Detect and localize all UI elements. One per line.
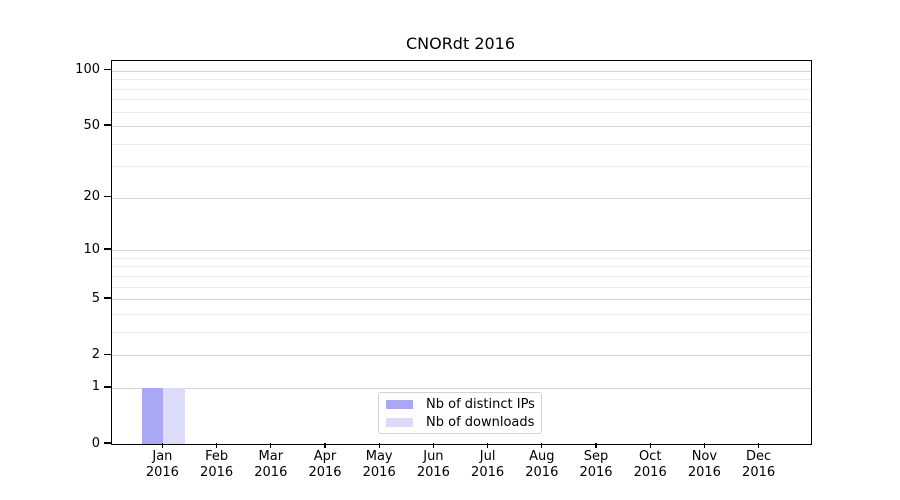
minor-gridline (112, 275, 811, 277)
legend: Nb of distinct IPs Nb of downloads (378, 392, 542, 434)
legend-item-distinct-ips: Nb of distinct IPs (386, 395, 535, 413)
minor-gridline (112, 143, 811, 145)
major-gridline (112, 70, 811, 72)
chart-title: CNORdt 2016 (405, 34, 516, 53)
x-tick-mark (378, 443, 380, 448)
x-tick-mark (649, 443, 651, 448)
x-tick-mark (757, 443, 760, 448)
bar-distinct-ips (141, 387, 164, 444)
major-gridline (112, 197, 811, 199)
y-tick-label: 10 (83, 241, 100, 257)
x-tick-label: Aug 2016 (525, 449, 559, 480)
minor-gridline (112, 88, 811, 90)
major-gridline (112, 250, 811, 252)
minor-gridline (112, 266, 811, 268)
legend-swatch-downloads-icon (386, 417, 413, 427)
legend-label-distinct-ips: Nb of distinct IPs (426, 396, 535, 412)
x-tick-label: Mar 2016 (254, 449, 288, 480)
y-tick-mark (104, 196, 111, 198)
minor-gridline (112, 99, 811, 101)
y-tick-label: 1 (91, 379, 100, 395)
x-tick-label: Jul 2016 (471, 449, 505, 480)
x-tick-mark (486, 443, 489, 448)
minor-gridline (112, 257, 811, 259)
minor-gridline (112, 166, 811, 168)
minor-gridline (112, 286, 811, 288)
x-tick-label: May 2016 (362, 449, 396, 480)
legend-label-downloads: Nb of downloads (426, 414, 535, 430)
y-tick-mark (104, 248, 111, 250)
x-tick-label: Nov 2016 (687, 449, 721, 480)
x-tick-label: Feb 2016 (200, 449, 234, 480)
y-tick-mark (104, 386, 111, 388)
x-tick-mark (595, 443, 597, 448)
minor-gridline (112, 331, 811, 333)
x-tick-mark (541, 443, 543, 448)
minor-gridline (112, 111, 811, 113)
x-tick-mark (703, 443, 706, 448)
y-tick-mark (104, 442, 111, 444)
x-tick-label: Oct 2016 (633, 449, 667, 480)
x-tick-mark (324, 443, 326, 448)
y-tick-mark (104, 353, 111, 355)
y-tick-label: 50 (83, 117, 100, 133)
bar-downloads (163, 387, 186, 444)
major-gridline (112, 355, 811, 357)
legend-swatch-distinct-ips-icon (386, 399, 413, 409)
y-tick-mark (104, 124, 111, 126)
y-tick-mark (104, 297, 111, 299)
major-gridline (112, 126, 811, 128)
x-tick-label: Dec 2016 (742, 449, 776, 480)
minor-gridline (112, 313, 811, 315)
x-tick-label: Sep 2016 (579, 449, 613, 480)
y-tick-label: 100 (75, 62, 100, 78)
y-tick-label: 20 (83, 189, 100, 205)
x-tick-mark (270, 443, 272, 448)
y-tick-label: 0 (91, 435, 100, 451)
y-tick-label: 2 (91, 346, 100, 362)
x-tick-mark (432, 443, 435, 448)
y-tick-mark (104, 69, 111, 71)
plot-area (111, 60, 812, 445)
minor-gridline (112, 79, 811, 81)
x-tick-label: Apr 2016 (308, 449, 342, 480)
y-tick-label: 5 (91, 290, 100, 306)
legend-item-downloads: Nb of downloads (386, 413, 534, 431)
x-tick-label: Jan 2016 (145, 449, 179, 480)
x-tick-label: Jun 2016 (416, 449, 450, 480)
major-gridline (112, 299, 811, 301)
major-gridline (112, 387, 811, 389)
x-tick-mark (161, 443, 164, 448)
x-tick-mark (215, 443, 218, 448)
